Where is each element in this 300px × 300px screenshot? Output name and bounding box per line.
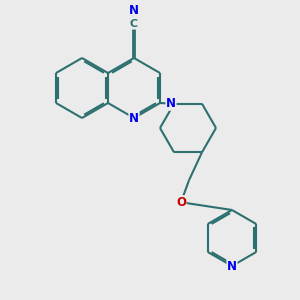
Text: N: N — [227, 260, 237, 272]
Text: N: N — [129, 112, 139, 124]
Text: N: N — [166, 97, 176, 110]
Text: O: O — [176, 196, 186, 209]
Text: N: N — [129, 4, 139, 16]
Text: C: C — [130, 19, 138, 29]
